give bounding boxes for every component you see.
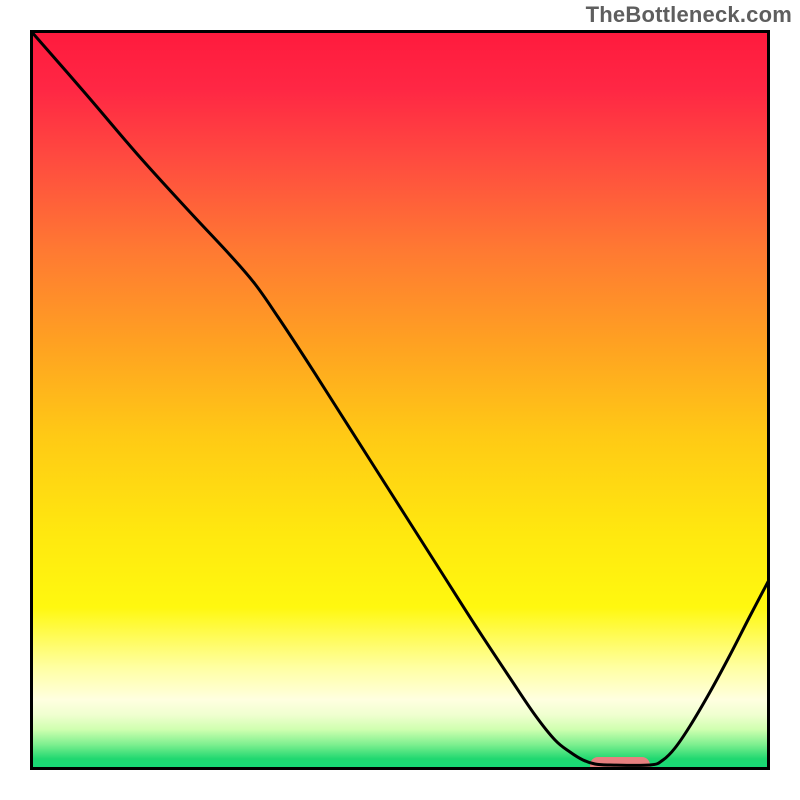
chart-plot-area [30, 30, 770, 770]
watermark-text: TheBottleneck.com [586, 2, 792, 28]
chart-container: TheBottleneck.com [0, 0, 800, 800]
chart-svg [30, 30, 770, 770]
gradient-background [30, 30, 770, 770]
